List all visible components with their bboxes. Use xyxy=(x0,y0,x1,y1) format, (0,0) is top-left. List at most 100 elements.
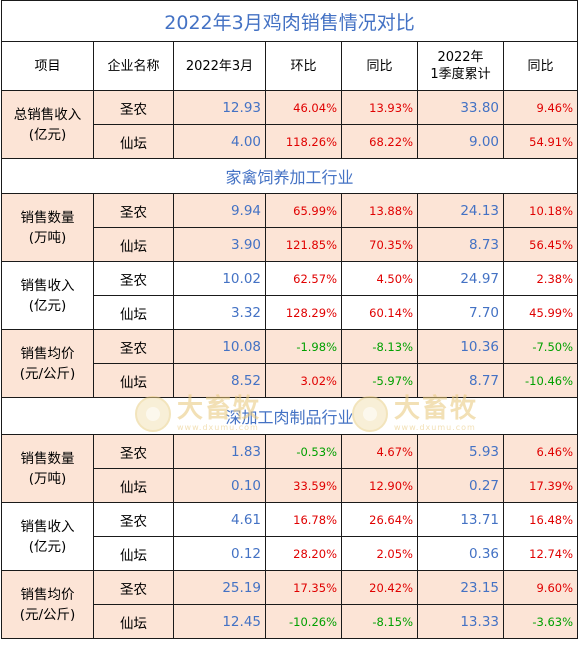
table-row: 销售数量 (万吨) 圣农 9.94 65.99% 13.88% 24.13 10.… xyxy=(1,193,578,262)
q1-value: 0.36 xyxy=(417,536,504,571)
row-label-line2: (亿元) xyxy=(28,297,67,314)
yoy-value: 4.50% xyxy=(341,261,418,296)
month-value: 3.90 xyxy=(173,227,266,262)
row-label-deep-rev: 销售收入 (亿元) xyxy=(1,502,94,571)
q1-yoy-value: 9.46% xyxy=(502,90,578,125)
row-label-line1: 总销售收入 xyxy=(13,106,82,123)
q1-yoy-value: 12.74% xyxy=(502,536,578,571)
q1-value: 13.33 xyxy=(417,604,504,639)
q1-yoy-value: -7.50% xyxy=(502,329,578,364)
table-row: 仙坛 0.10 33.59% 12.90% 0.27 17.39% xyxy=(2,468,578,503)
q1-yoy-value: -3.63% xyxy=(502,604,578,639)
q1-value: 8.73 xyxy=(417,227,504,262)
mom-value: -0.53% xyxy=(265,434,342,469)
q1-value: 7.70 xyxy=(417,295,504,330)
company-cell: 圣农 xyxy=(93,329,174,364)
yoy-value: 2.05% xyxy=(341,536,418,571)
company-cell: 圣农 xyxy=(93,193,174,228)
yoy-value: 68.22% xyxy=(341,124,418,159)
row-label-deep-qty: 销售数量 (万吨) xyxy=(1,434,94,503)
company-cell: 仙坛 xyxy=(93,124,174,159)
q1-yoy-value: 17.39% xyxy=(502,468,578,503)
q1-value: 23.15 xyxy=(417,570,504,605)
table-row: 总销售收入 (亿元) 圣农 12.93 46.04% 13.93% 33.80 9… xyxy=(1,90,578,159)
mom-value: 121.85% xyxy=(265,227,342,262)
q1-value: 8.77 xyxy=(417,363,504,398)
row-label-line2: (万吨) xyxy=(28,229,67,246)
mom-value: -1.98% xyxy=(265,329,342,364)
row-label-line2: (万吨) xyxy=(28,470,67,487)
q1-value: 33.80 xyxy=(417,90,504,125)
row-label-total: 总销售收入 (亿元) xyxy=(1,90,94,159)
company-cell: 圣农 xyxy=(93,570,174,605)
row-label-line2: (亿元) xyxy=(28,538,67,555)
header-company: 企业名称 xyxy=(93,41,174,91)
mom-value: 128.29% xyxy=(265,295,342,330)
yoy-value: -8.15% xyxy=(341,604,418,639)
table-row: 销售均价 (元/公斤) 圣农 10.08 -1.98% -8.13% 10.36 … xyxy=(1,329,578,398)
row-label-line1: 销售均价 xyxy=(20,586,75,603)
q1-yoy-value: 10.18% xyxy=(502,193,578,228)
row-label-poultry-qty: 销售数量 (万吨) xyxy=(1,193,94,262)
row-label-line1: 销售收入 xyxy=(20,518,75,535)
q1-yoy-value: 9.60% xyxy=(502,570,578,605)
month-value: 10.02 xyxy=(173,261,266,296)
mom-value: 28.20% xyxy=(265,536,342,571)
mom-value: 3.02% xyxy=(265,363,342,398)
q1-value: 13.71 xyxy=(417,502,504,537)
q1-value: 9.00 xyxy=(417,124,504,159)
q1-value: 24.97 xyxy=(417,261,504,296)
row-label-line1: 销售数量 xyxy=(20,209,75,226)
q1-yoy-value: -10.46% xyxy=(502,363,578,398)
table-row: 仙坛 4.00 118.26% 68.22% 9.00 54.91% xyxy=(2,124,578,159)
row-label-line2: (元/公斤) xyxy=(19,606,76,623)
month-value: 25.19 xyxy=(173,570,266,605)
table-row: 销售数量 (万吨) 圣农 1.83 -0.53% 4.67% 5.93 6.46% xyxy=(1,434,578,503)
mom-value: 33.59% xyxy=(265,468,342,503)
header-mom: 环比 xyxy=(265,41,342,91)
table-row: 仙坛 8.52 3.02% -5.97% 8.77 -10.46% xyxy=(2,363,578,398)
q1-yoy-value: 45.99% xyxy=(502,295,578,330)
company-cell: 仙坛 xyxy=(93,468,174,503)
row-label-poultry-rev: 销售收入 (亿元) xyxy=(1,261,94,330)
company-cell: 圣农 xyxy=(93,434,174,469)
header-yoy: 同比 xyxy=(341,41,418,91)
company-cell: 仙坛 xyxy=(93,604,174,639)
company-cell: 圣农 xyxy=(93,261,174,296)
q1-yoy-value: 54.91% xyxy=(502,124,578,159)
mom-value: 62.57% xyxy=(265,261,342,296)
mom-value: 16.78% xyxy=(265,502,342,537)
yoy-value: 4.67% xyxy=(341,434,418,469)
row-label-line2: (元/公斤) xyxy=(19,365,76,382)
mom-value: 46.04% xyxy=(265,90,342,125)
table-row: 仙坛 3.90 121.85% 70.35% 8.73 56.45% xyxy=(2,227,578,262)
q1-yoy-value: 6.46% xyxy=(502,434,578,469)
header-q1-yoy: 同比 xyxy=(502,41,578,91)
yoy-value: 20.42% xyxy=(341,570,418,605)
mom-value: 65.99% xyxy=(265,193,342,228)
yoy-value: 70.35% xyxy=(341,227,418,262)
table-title: 2022年3月鸡肉销售情况对比 xyxy=(0,0,578,42)
company-cell: 仙坛 xyxy=(93,227,174,262)
section-title-poultry: 家禽饲养加工行业 xyxy=(0,158,578,194)
row-label-line2: (亿元) xyxy=(28,126,67,143)
header-item: 项目 xyxy=(1,41,94,91)
month-value: 4.61 xyxy=(173,502,266,537)
table-row: 仙坛 3.32 128.29% 60.14% 7.70 45.99% xyxy=(2,295,578,330)
q1-yoy-value: 56.45% xyxy=(502,227,578,262)
yoy-value: -8.13% xyxy=(341,329,418,364)
header-q1-line1: 2022年 xyxy=(437,50,484,65)
company-cell: 仙坛 xyxy=(93,363,174,398)
header-q1-line2: 1季度累计 xyxy=(430,67,491,82)
company-cell: 圣农 xyxy=(93,90,174,125)
mom-value: 17.35% xyxy=(265,570,342,605)
header-month: 2022年3月 xyxy=(173,41,266,91)
yoy-value: 60.14% xyxy=(341,295,418,330)
row-label-line1: 销售收入 xyxy=(20,277,75,294)
month-value: 0.10 xyxy=(173,468,266,503)
month-value: 4.00 xyxy=(173,124,266,159)
month-value: 0.12 xyxy=(173,536,266,571)
q1-value: 5.93 xyxy=(417,434,504,469)
month-value: 1.83 xyxy=(173,434,266,469)
q1-value: 24.13 xyxy=(417,193,504,228)
